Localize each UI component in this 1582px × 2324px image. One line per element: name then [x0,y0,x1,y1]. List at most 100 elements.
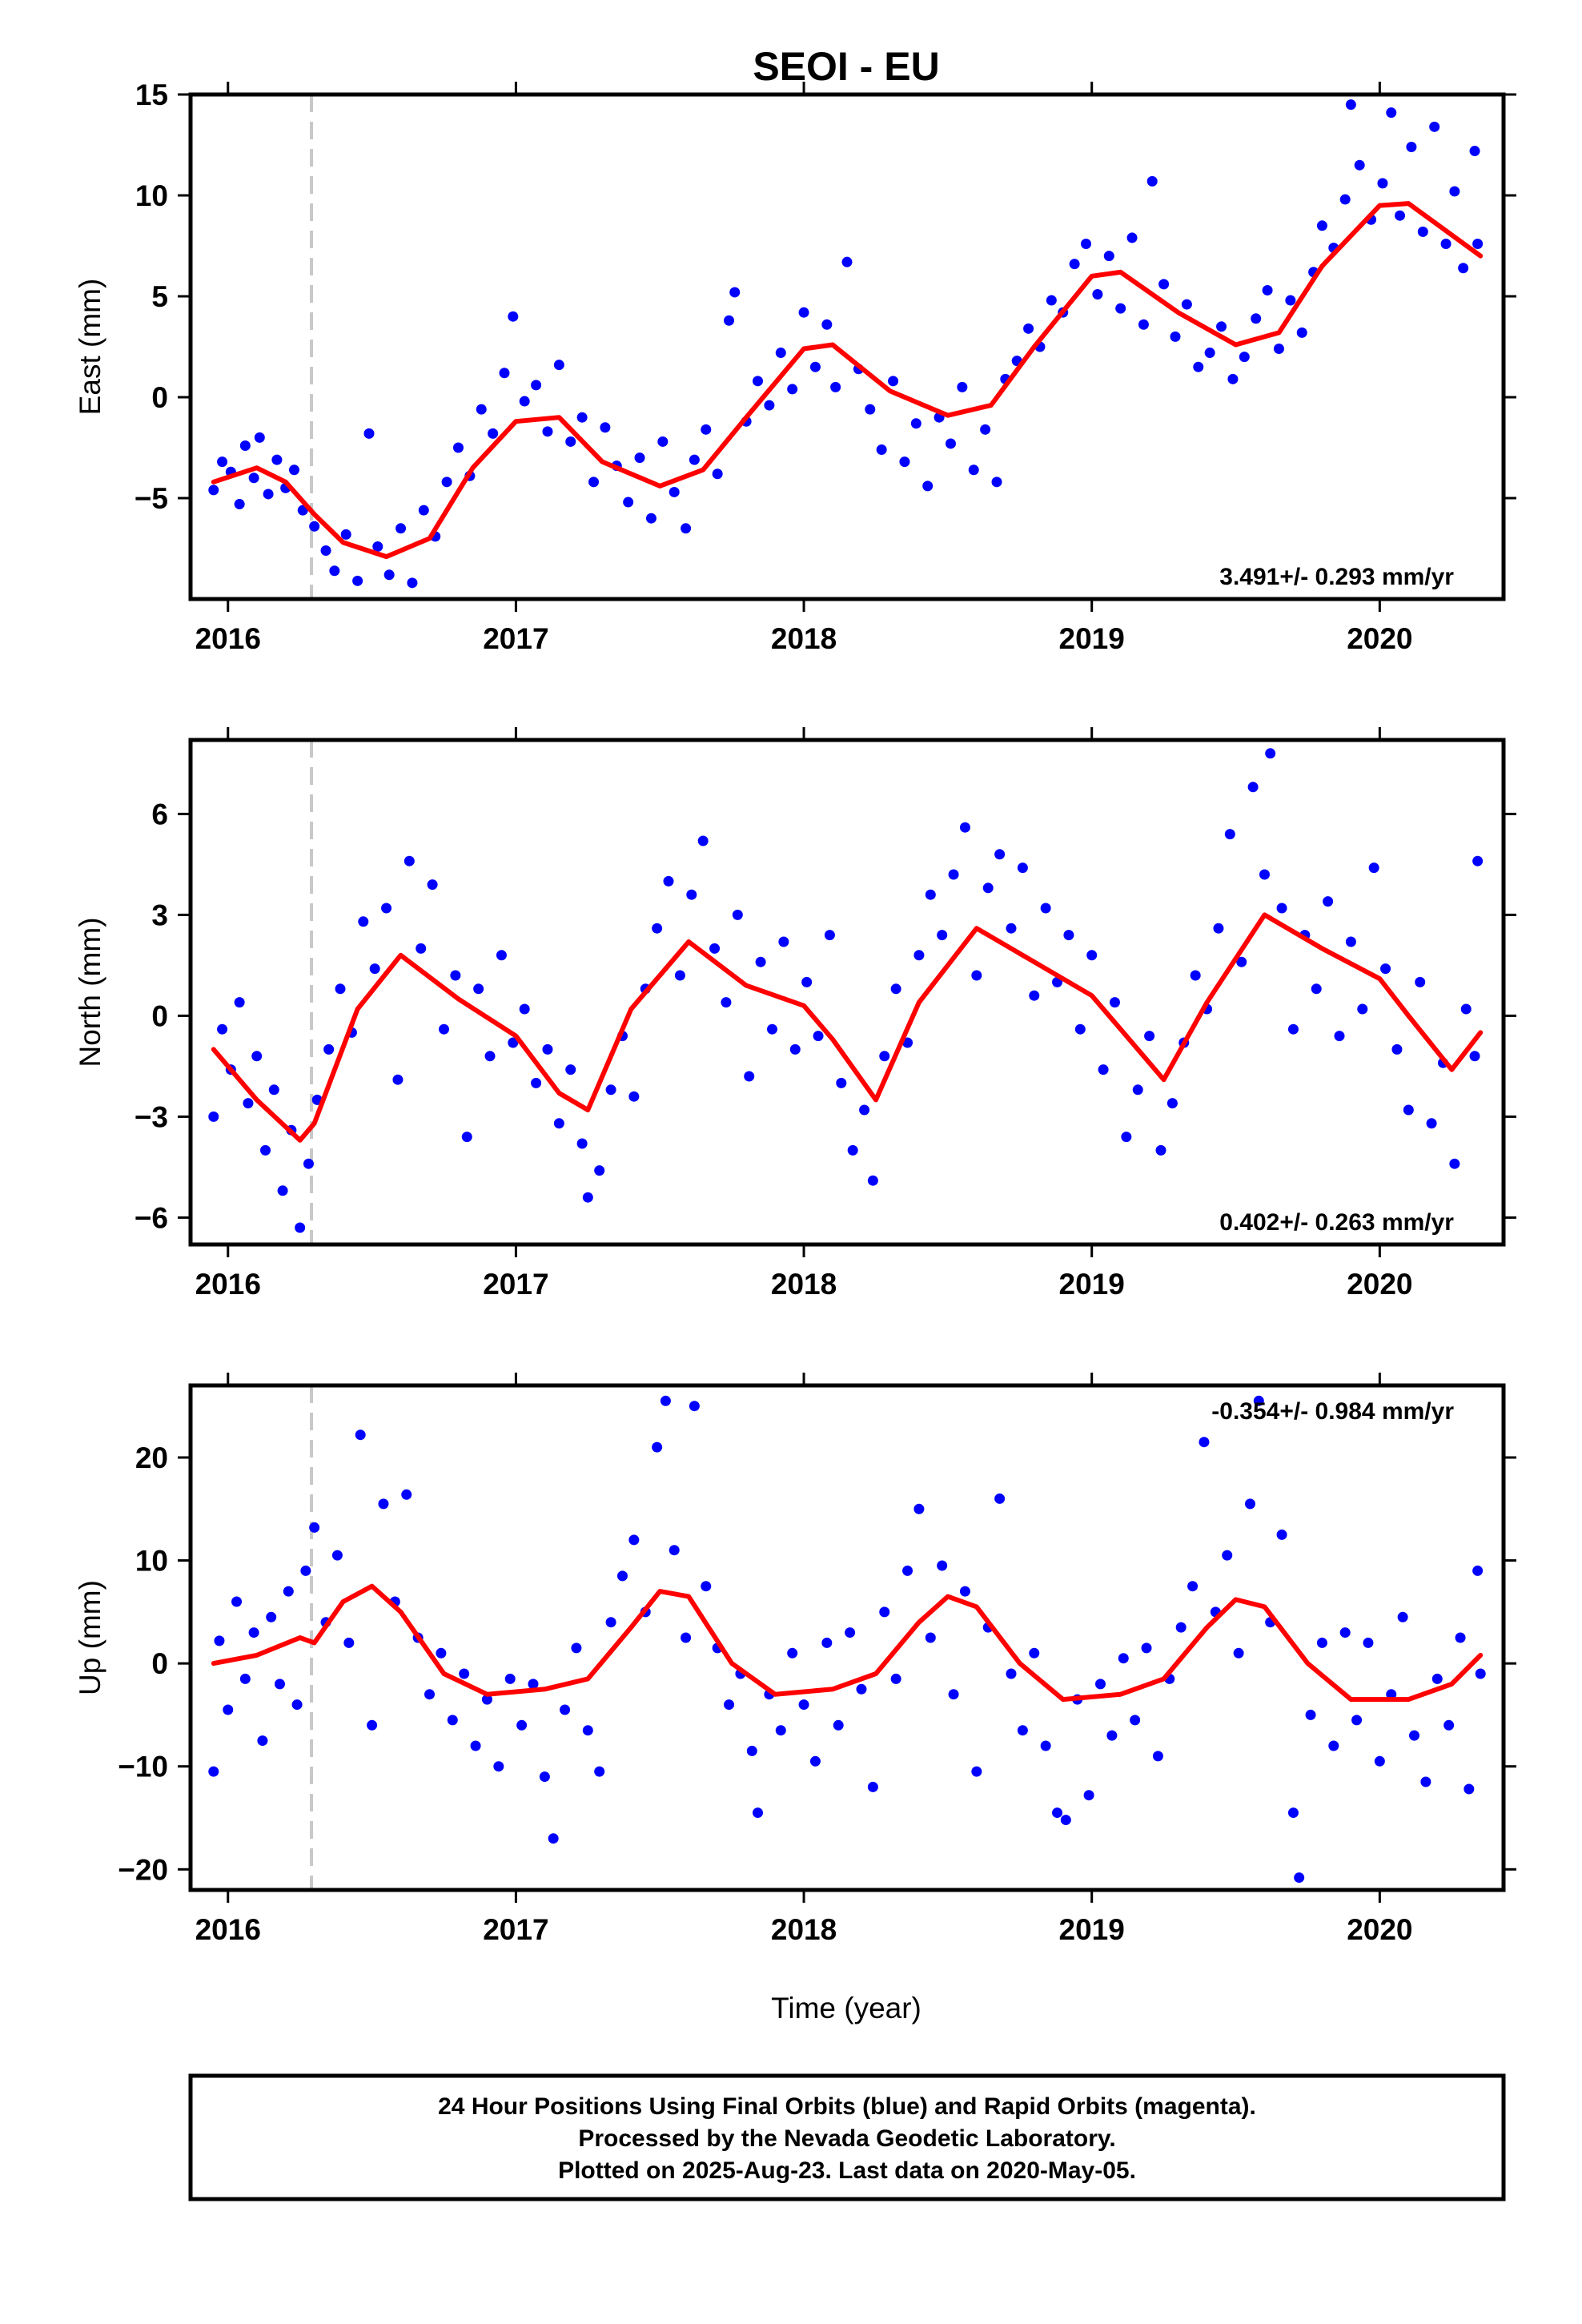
data-point [452,442,464,453]
data-point [565,1064,576,1076]
y-tick-label: 0 [151,381,168,414]
data-point [1052,1807,1063,1819]
caption-line-1: 24 Hour Positions Using Final Orbits (bl… [438,2093,1256,2120]
x-tick-label: 2017 [483,622,548,655]
data-point [645,513,656,524]
data-point [616,1570,628,1582]
data-point [1464,1783,1475,1795]
x-tick-label: 2020 [1347,622,1412,655]
data-point [787,384,798,395]
data-point [1458,263,1469,274]
data-point [922,480,934,492]
data-point [1287,1023,1299,1035]
data-point [1426,1118,1437,1129]
data-point [1316,1637,1327,1648]
data-point [867,1781,878,1792]
data-point [1146,175,1158,187]
data-point [1363,1637,1374,1648]
data-point [959,822,970,833]
data-point [669,1545,680,1556]
data-point [991,476,1002,488]
data-point [1187,1581,1199,1592]
data-point [836,1077,847,1088]
data-point [248,472,259,484]
data-point [994,1493,1006,1504]
data-point [910,418,921,429]
data-point [1415,976,1426,987]
data-point [1130,1715,1141,1726]
data-point [1287,1807,1299,1819]
data-point [1380,963,1391,975]
data-point [367,1719,378,1731]
y-tick-label: 0 [151,1647,168,1680]
data-point [623,497,634,508]
data-point [208,1766,219,1777]
data-point [504,1673,516,1684]
y-tick-label: −3 [135,1100,168,1133]
data-point [1247,782,1259,793]
data-point [239,1673,251,1684]
data-point [392,1074,404,1085]
data-point [945,438,956,449]
data-point [689,1401,700,1412]
data-point [381,903,392,914]
data-point [335,983,346,995]
data-point [937,930,948,941]
data-point [1397,1611,1408,1622]
data-point [913,1503,925,1514]
data-point [1227,373,1239,384]
chart-title: SEOI - EU [753,44,939,89]
data-point [937,1560,948,1571]
data-point [300,1565,311,1576]
panel-north: −6 −3 0 3 6 2016 2017 2018 2019 2020 North (mm) 0.4… [74,727,1516,1301]
data-point [971,1766,982,1777]
data-point [553,1118,564,1129]
data-point [744,1071,755,1082]
data-point [576,412,588,423]
data-point [1118,1653,1129,1664]
x-tick-label: 2018 [771,1913,837,1946]
plot-area [208,94,1484,599]
data-point [1472,855,1484,866]
data-point [268,1084,279,1096]
data-point [1006,923,1017,934]
data-point [686,889,697,900]
data-point [1273,344,1284,355]
data-point [712,468,723,480]
data-point [865,404,876,415]
data-point [1193,361,1204,372]
data-point [383,569,395,581]
data-point [1213,923,1224,934]
data-point [1060,1815,1071,1826]
data-point [1328,1740,1339,1751]
data-point [1138,319,1149,330]
data-point [787,1647,798,1659]
data-point [263,489,274,500]
data-point [1440,238,1452,249]
data-point [821,1637,833,1648]
data-point [798,307,809,318]
data-point [1216,321,1227,332]
data-point [1086,950,1098,961]
data-point [358,916,369,927]
data-point [1115,303,1126,314]
data-point [416,943,427,954]
data-point [1339,1627,1351,1638]
data-point [1311,983,1322,995]
y-tick-label: 0 [151,999,168,1032]
data-point [1395,210,1406,221]
data-point [1460,1003,1472,1015]
data-point [1403,1104,1414,1116]
data-point [496,950,507,961]
data-point [1357,1003,1368,1015]
data-point [669,486,680,497]
x-tick-label: 2020 [1347,1268,1412,1301]
data-point [1475,1668,1486,1679]
data-point [340,529,351,540]
caption-frame [188,2073,1506,2201]
data-point [755,956,766,967]
data-point [343,1637,355,1648]
x-tick-label: 2017 [483,1268,548,1301]
data-point [531,380,542,391]
data-point [1040,1740,1051,1751]
